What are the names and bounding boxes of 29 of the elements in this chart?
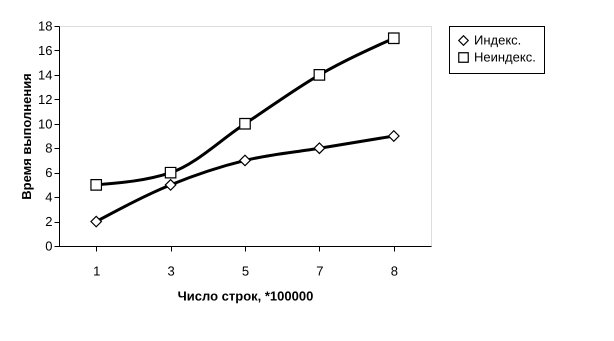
point: [314, 142, 326, 154]
point: [90, 179, 102, 191]
y-tick-label: 6: [45, 165, 52, 180]
y-tick-label: 0: [45, 238, 52, 254]
y-tick-label: 2: [45, 214, 52, 230]
x-tick-label: 8: [390, 264, 398, 278]
x-tick-label: 1: [93, 264, 100, 278]
point: [239, 154, 251, 166]
legend-label: Неиндекс.: [474, 50, 536, 64]
y-tick-label: 4: [45, 190, 52, 205]
point: [239, 118, 251, 130]
y-tick-label: 12: [38, 92, 52, 107]
point: [388, 130, 400, 142]
y-tick-label: 16: [38, 42, 52, 58]
point: [388, 32, 400, 44]
point: [314, 69, 326, 81]
point: [164, 179, 176, 191]
y-tick-label: 10: [38, 116, 52, 132]
point: [90, 216, 102, 228]
x-tick-label: 5: [242, 264, 250, 278]
legend-label: Индекс.: [474, 32, 522, 48]
x-tick-label: 3: [167, 264, 175, 278]
x-tick-label: 7: [316, 264, 324, 278]
y-tick-label: 14: [38, 67, 52, 82]
y-axis-title: Время выполнения: [19, 73, 34, 200]
y-tick-label: 18: [38, 18, 52, 34]
x-axis-title: Число строк, *100000: [178, 288, 314, 304]
point: [164, 166, 176, 179]
y-tick-label: 8: [45, 140, 52, 156]
